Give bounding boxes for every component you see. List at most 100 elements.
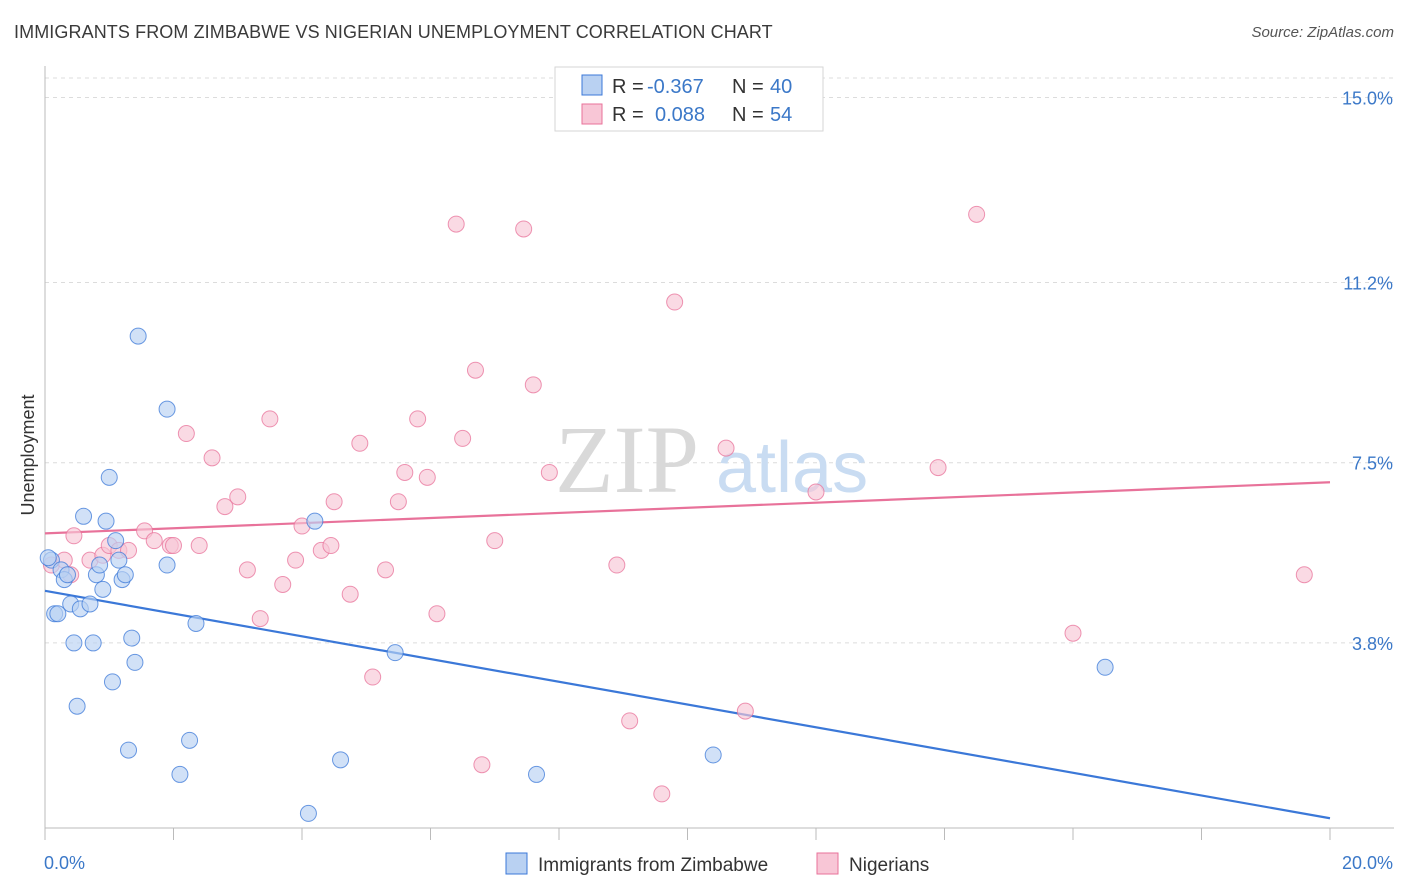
- nigerian-point: [251, 610, 269, 628]
- zimbabwe-point: [332, 751, 350, 769]
- y-tick-label: 7.5%: [1352, 454, 1393, 474]
- nigerian-point: [929, 459, 947, 477]
- nigerian-point: [261, 410, 279, 428]
- zimbabwe-point: [103, 673, 121, 691]
- y-axis-label: Unemployment: [18, 394, 38, 515]
- nigerian-point: [190, 537, 208, 555]
- x-tick-label-min: 0.0%: [44, 853, 85, 873]
- y-tick-label: 11.2%: [1343, 274, 1393, 294]
- nigerian-point: [653, 785, 671, 803]
- nigerian-trend-line: [44, 481, 1331, 535]
- nigerian-point: [428, 605, 446, 623]
- nigerian-point: [486, 532, 504, 550]
- nigerian-point: [274, 575, 292, 593]
- nigerian-point: [666, 293, 684, 311]
- data-points: [39, 205, 1313, 822]
- nigerian-point: [287, 551, 305, 569]
- nigerian-point: [377, 561, 395, 579]
- zimbabwe-trend-line: [44, 589, 1331, 820]
- chart-title: IMMIGRANTS FROM ZIMBABWE VS NIGERIAN UNE…: [14, 22, 773, 42]
- nigerian-point: [203, 449, 221, 467]
- nigerian-point: [473, 756, 491, 774]
- legend-swatch-blue: [581, 74, 603, 96]
- nigerian-point: [608, 556, 626, 574]
- watermark-zip: ZIP: [555, 406, 699, 513]
- nigerian-point: [454, 429, 472, 447]
- zimbabwe-point: [171, 765, 189, 783]
- zimbabwe-point: [94, 580, 112, 598]
- legend-r-label-2: R =: [612, 104, 644, 126]
- zimbabwe-point: [84, 634, 102, 652]
- nigerian-point: [736, 702, 754, 720]
- nigerian-point: [351, 434, 369, 452]
- zimbabwe-point: [158, 400, 176, 418]
- zimbabwe-point: [299, 804, 317, 822]
- nigerian-point: [447, 215, 465, 233]
- legend-r-value-1: -0.367: [647, 76, 704, 98]
- nigerian-point: [717, 439, 735, 457]
- zimbabwe-point: [1096, 658, 1114, 676]
- zimbabwe-point: [68, 697, 86, 715]
- zimbabwe-point: [107, 532, 125, 550]
- zimbabwe-point: [49, 605, 67, 623]
- legend-n-value-1: 40: [770, 76, 792, 98]
- zimbabwe-point: [81, 595, 99, 613]
- y-tick-label: 15.0%: [1342, 88, 1393, 108]
- zimbabwe-point: [181, 731, 199, 749]
- nigerian-point: [389, 493, 407, 511]
- nigerian-point: [364, 668, 382, 686]
- nigerian-point: [1295, 566, 1313, 584]
- legend-n-value-2: 54: [770, 104, 792, 126]
- bottom-legend-swatch-blue: [505, 852, 528, 875]
- legend-r-label-1: R =: [612, 76, 644, 98]
- axes: [44, 66, 1394, 840]
- bottom-legend-swatch-pink: [816, 852, 839, 875]
- y-tick-label: 3.8%: [1352, 634, 1393, 654]
- zimbabwe-point: [123, 629, 141, 647]
- nigerian-point: [396, 463, 414, 481]
- zimbabwe-point: [110, 551, 128, 569]
- nigerian-point: [1064, 624, 1082, 642]
- legend-n-label-1: N =: [732, 76, 764, 98]
- zimbabwe-point: [306, 512, 324, 530]
- nigerian-point: [466, 361, 484, 379]
- top-legend: R = -0.367 N = 40 R = 0.088 N = 54: [554, 66, 824, 132]
- nigerian-point: [341, 585, 359, 603]
- zimbabwe-point: [528, 765, 546, 783]
- zimbabwe-point: [158, 556, 176, 574]
- nigerian-point: [165, 537, 182, 555]
- nigerian-point: [229, 488, 247, 506]
- zimbabwe-point: [65, 634, 83, 652]
- zimbabwe-point: [39, 549, 57, 567]
- bottom-legend-label-1: Immigrants from Zimbabwe: [538, 855, 768, 876]
- source-credit: Source: ZipAtlas.com: [1251, 24, 1394, 41]
- nigerian-point: [515, 220, 533, 238]
- gridlines: [45, 77, 1394, 644]
- zimbabwe-point: [120, 741, 138, 759]
- x-tick-label-max: 20.0%: [1342, 853, 1393, 873]
- trend-lines: [44, 481, 1331, 820]
- nigerian-point: [524, 376, 542, 394]
- nigerian-point: [322, 537, 340, 555]
- bottom-legend: Immigrants from Zimbabwe Nigerians: [505, 852, 929, 876]
- zimbabwe-point: [100, 468, 118, 486]
- zimbabwe-point: [704, 746, 722, 764]
- nigerian-point: [325, 493, 343, 511]
- zimbabwe-point: [116, 566, 134, 584]
- axis-labels: 3.8% 7.5% 11.2% 15.0% 0.0% 20.0%: [44, 88, 1393, 873]
- zimbabwe-point: [129, 327, 147, 345]
- zimbabwe-point: [386, 644, 404, 662]
- nigerian-point: [216, 498, 234, 516]
- nigerian-point: [540, 463, 558, 481]
- zimbabwe-point: [97, 512, 115, 530]
- nigerian-point: [418, 468, 436, 486]
- zimbabwe-point: [91, 556, 109, 574]
- legend-n-label-2: N =: [732, 104, 764, 126]
- legend-swatch-pink: [581, 103, 603, 125]
- nigerian-point: [177, 425, 195, 443]
- zimbabwe-point: [126, 653, 144, 671]
- nigerian-point: [968, 205, 986, 223]
- zimbabwe-point: [187, 614, 205, 632]
- bottom-legend-label-2: Nigerians: [849, 855, 929, 876]
